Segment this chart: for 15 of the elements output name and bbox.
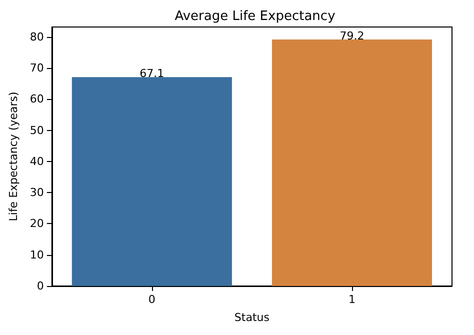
data-label: 67.1 xyxy=(140,67,164,80)
y-tick-label: 60 xyxy=(30,92,44,106)
data-label: 79.2 xyxy=(340,29,364,42)
y-axis-title: Life Expectancy (years) xyxy=(7,92,20,222)
y-tick-label: 40 xyxy=(30,154,44,168)
y-tick-label: 70 xyxy=(30,62,44,75)
x-tick-label: 1 xyxy=(348,293,356,306)
y-tick-label: 0 xyxy=(36,280,44,292)
y-tick-label: 20 xyxy=(30,217,44,230)
y-tick-label: 10 xyxy=(30,248,44,262)
y-tick-label: 50 xyxy=(30,124,44,137)
y-tick-label: 30 xyxy=(30,186,44,200)
chart-title: Average Life Expectancy xyxy=(174,9,336,24)
x-axis-title: Status xyxy=(234,311,270,324)
y-tick-label: 80 xyxy=(30,30,44,44)
